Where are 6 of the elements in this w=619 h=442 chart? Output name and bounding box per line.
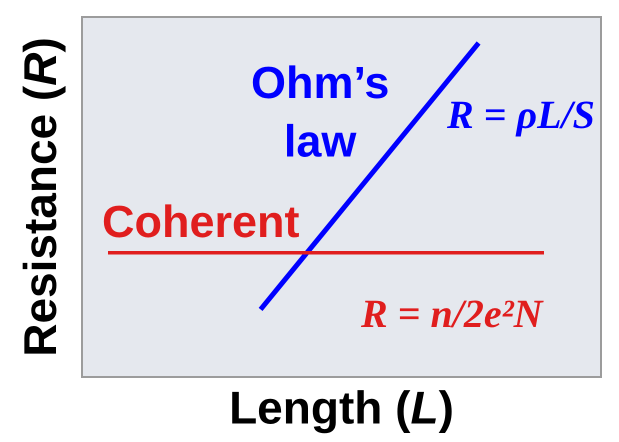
annotation: R = n/2e²N (360, 291, 545, 336)
y-axis-title: Resistance (R) (14, 37, 66, 357)
x-axis-title: Length (L) (229, 382, 454, 434)
series-label: Ohm’s law (251, 57, 390, 166)
series-label: Coherent (102, 196, 300, 247)
annotation: R = ρL/S (446, 92, 595, 137)
